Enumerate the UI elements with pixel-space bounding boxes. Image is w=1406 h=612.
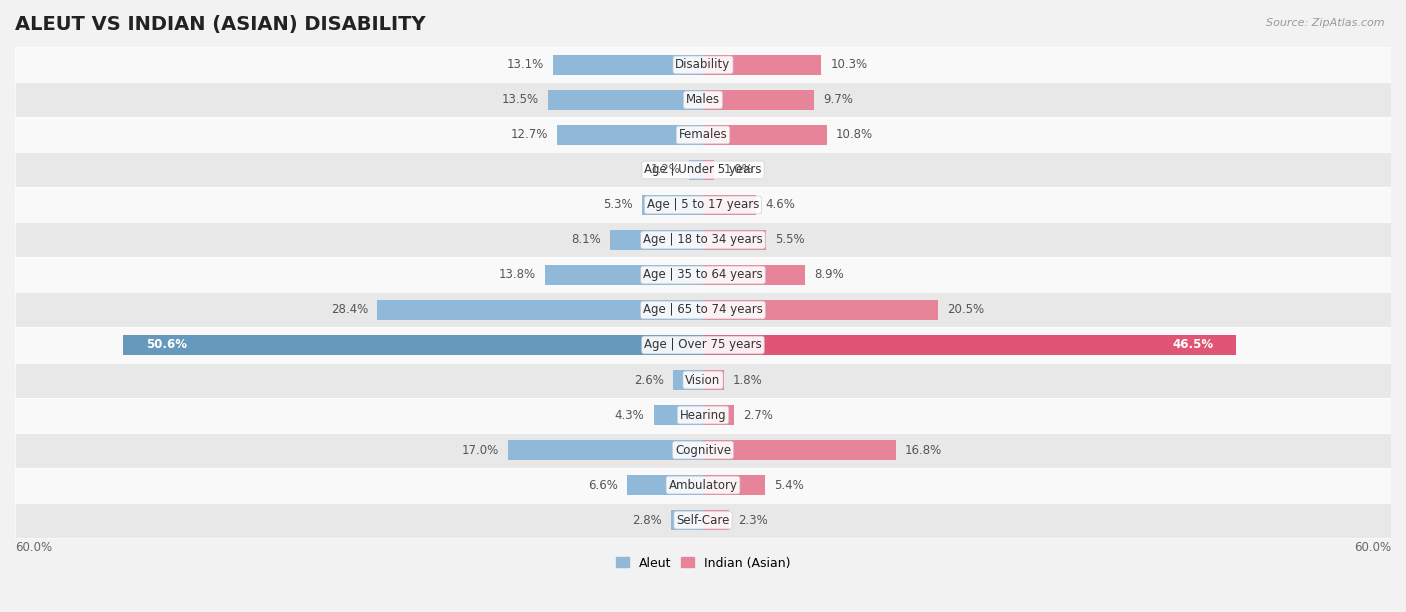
Legend: Aleut, Indian (Asian): Aleut, Indian (Asian) xyxy=(612,551,794,575)
Bar xyxy=(673,370,703,390)
Text: Ambulatory: Ambulatory xyxy=(668,479,738,491)
Bar xyxy=(122,335,703,354)
Bar xyxy=(703,300,938,319)
Text: 6.6%: 6.6% xyxy=(588,479,619,491)
Text: 46.5%: 46.5% xyxy=(1173,338,1213,351)
Text: Age | 5 to 17 years: Age | 5 to 17 years xyxy=(647,198,759,212)
Text: 17.0%: 17.0% xyxy=(461,444,499,457)
Text: 8.1%: 8.1% xyxy=(571,233,600,247)
Bar xyxy=(703,195,756,215)
Bar xyxy=(15,187,1391,222)
Bar xyxy=(15,258,1391,293)
Text: 16.8%: 16.8% xyxy=(905,444,942,457)
Bar xyxy=(15,502,1391,537)
Text: 5.3%: 5.3% xyxy=(603,198,633,212)
Bar xyxy=(15,433,1391,468)
Bar xyxy=(544,266,703,285)
Text: Age | Under 5 years: Age | Under 5 years xyxy=(644,163,762,176)
Text: 20.5%: 20.5% xyxy=(948,304,984,316)
Bar xyxy=(703,335,1236,354)
Text: 2.8%: 2.8% xyxy=(631,513,662,526)
Bar xyxy=(557,125,703,144)
Text: Hearing: Hearing xyxy=(679,409,727,422)
Bar xyxy=(703,160,714,179)
Bar xyxy=(15,468,1391,502)
Bar xyxy=(703,405,734,425)
Text: Source: ZipAtlas.com: Source: ZipAtlas.com xyxy=(1267,18,1385,28)
Text: Disability: Disability xyxy=(675,58,731,72)
Bar xyxy=(643,195,703,215)
Text: 1.8%: 1.8% xyxy=(733,373,762,387)
Bar xyxy=(610,230,703,250)
Text: ALEUT VS INDIAN (ASIAN) DISABILITY: ALEUT VS INDIAN (ASIAN) DISABILITY xyxy=(15,15,426,34)
Text: 5.4%: 5.4% xyxy=(775,479,804,491)
Text: 8.9%: 8.9% xyxy=(814,269,844,282)
Bar xyxy=(15,118,1391,152)
Bar xyxy=(689,160,703,179)
Text: 1.2%: 1.2% xyxy=(650,163,681,176)
Text: 28.4%: 28.4% xyxy=(330,304,368,316)
Bar xyxy=(703,125,827,144)
Bar xyxy=(15,152,1391,187)
Bar xyxy=(671,510,703,530)
Text: 50.6%: 50.6% xyxy=(146,338,187,351)
Text: 2.7%: 2.7% xyxy=(744,409,773,422)
Text: Age | Over 75 years: Age | Over 75 years xyxy=(644,338,762,351)
Bar xyxy=(627,476,703,494)
Text: 60.0%: 60.0% xyxy=(1354,541,1391,554)
Bar xyxy=(553,55,703,75)
Bar xyxy=(548,91,703,110)
Bar xyxy=(15,83,1391,118)
Text: 4.6%: 4.6% xyxy=(765,198,794,212)
Bar xyxy=(15,293,1391,327)
Bar xyxy=(703,510,730,530)
Text: 60.0%: 60.0% xyxy=(15,541,52,554)
Bar xyxy=(15,327,1391,362)
Text: 13.1%: 13.1% xyxy=(506,58,544,72)
Bar xyxy=(15,398,1391,433)
Text: Females: Females xyxy=(679,129,727,141)
Text: 5.5%: 5.5% xyxy=(775,233,804,247)
Text: 13.8%: 13.8% xyxy=(499,269,536,282)
Bar xyxy=(15,362,1391,398)
Bar xyxy=(703,230,766,250)
Bar xyxy=(703,55,821,75)
Bar xyxy=(15,47,1391,83)
Text: 10.8%: 10.8% xyxy=(837,129,873,141)
Bar xyxy=(654,405,703,425)
Bar xyxy=(703,476,765,494)
Text: Age | 65 to 74 years: Age | 65 to 74 years xyxy=(643,304,763,316)
Text: Self-Care: Self-Care xyxy=(676,513,730,526)
Bar xyxy=(377,300,703,319)
Text: 2.3%: 2.3% xyxy=(738,513,768,526)
Bar xyxy=(703,91,814,110)
Text: Males: Males xyxy=(686,94,720,106)
Bar xyxy=(15,222,1391,258)
Bar xyxy=(703,441,896,460)
Text: 2.6%: 2.6% xyxy=(634,373,664,387)
Bar xyxy=(703,370,724,390)
Text: 10.3%: 10.3% xyxy=(831,58,868,72)
Text: 13.5%: 13.5% xyxy=(502,94,538,106)
Text: Vision: Vision xyxy=(685,373,721,387)
Text: Age | 18 to 34 years: Age | 18 to 34 years xyxy=(643,233,763,247)
Text: 1.0%: 1.0% xyxy=(724,163,754,176)
Text: 12.7%: 12.7% xyxy=(510,129,548,141)
Text: Age | 35 to 64 years: Age | 35 to 64 years xyxy=(643,269,763,282)
Text: 9.7%: 9.7% xyxy=(824,94,853,106)
Text: 4.3%: 4.3% xyxy=(614,409,644,422)
Text: Cognitive: Cognitive xyxy=(675,444,731,457)
Bar xyxy=(508,441,703,460)
Bar xyxy=(703,266,806,285)
